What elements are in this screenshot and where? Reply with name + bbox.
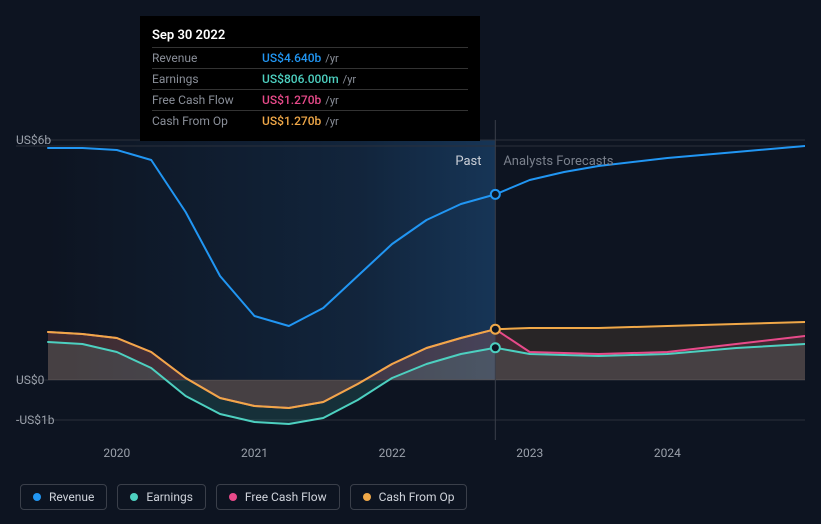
y-axis-label: US$0 xyxy=(16,373,48,387)
past-section-label: Past xyxy=(455,154,481,169)
chart-tooltip: Sep 30 2022 RevenueUS$4.640b/yrEarningsU… xyxy=(140,16,480,141)
x-axis-label: 2023 xyxy=(516,446,543,460)
legend-label: Free Cash Flow xyxy=(245,490,327,504)
x-axis-label: 2022 xyxy=(379,446,406,460)
tooltip-row-unit: /yr xyxy=(325,52,338,65)
y-axis-label: US$6b xyxy=(16,133,48,147)
tooltip-row-label: Free Cash Flow xyxy=(152,93,262,107)
tooltip-row-value: US$1.270b xyxy=(262,114,321,128)
chart-svg xyxy=(16,120,805,460)
legend-item-earnings[interactable]: Earnings xyxy=(117,484,206,510)
x-axis-label: 2024 xyxy=(654,446,681,460)
legend-item-revenue[interactable]: Revenue xyxy=(20,484,107,510)
legend-dot-icon xyxy=(229,493,237,501)
legend-label: Revenue xyxy=(49,490,94,504)
legend-dot-icon xyxy=(363,493,371,501)
tooltip-row: RevenueUS$4.640b/yr xyxy=(152,47,468,68)
tooltip-date: Sep 30 2022 xyxy=(152,24,468,47)
tooltip-row-value: US$4.640b xyxy=(262,51,321,65)
legend-dot-icon xyxy=(33,493,41,501)
tooltip-row-unit: /yr xyxy=(325,94,338,107)
legend-item-fcf[interactable]: Free Cash Flow xyxy=(216,484,340,510)
legend-label: Earnings xyxy=(146,490,193,504)
chart-legend: Revenue Earnings Free Cash Flow Cash From O… xyxy=(20,484,467,510)
tooltip-row: Free Cash FlowUS$1.270b/yr xyxy=(152,89,468,110)
legend-dot-icon xyxy=(130,493,138,501)
tooltip-row-unit: /yr xyxy=(325,115,338,128)
tooltip-row-label: Revenue xyxy=(152,51,262,65)
earnings-chart[interactable]: US$6b US$0 -US$1b 2020 2021 2022 2023 2024 Pas… xyxy=(16,120,805,460)
x-axis-label: 2020 xyxy=(103,446,130,460)
forecast-section-label: Analysts Forecasts xyxy=(503,154,613,169)
tooltip-row-label: Earnings xyxy=(152,72,262,86)
tooltip-row: Cash From OpUS$1.270b/yr xyxy=(152,110,468,131)
tooltip-row-label: Cash From Op xyxy=(152,114,262,128)
x-axis-label: 2021 xyxy=(241,446,268,460)
tooltip-row-value: US$806.000m xyxy=(262,72,339,86)
legend-label: Cash From Op xyxy=(379,490,455,504)
y-axis-label: -US$1b xyxy=(16,413,48,427)
legend-item-cfo[interactable]: Cash From Op xyxy=(350,484,468,510)
tooltip-row-unit: /yr xyxy=(343,73,356,86)
tooltip-row: EarningsUS$806.000m/yr xyxy=(152,68,468,89)
tooltip-row-value: US$1.270b xyxy=(262,93,321,107)
